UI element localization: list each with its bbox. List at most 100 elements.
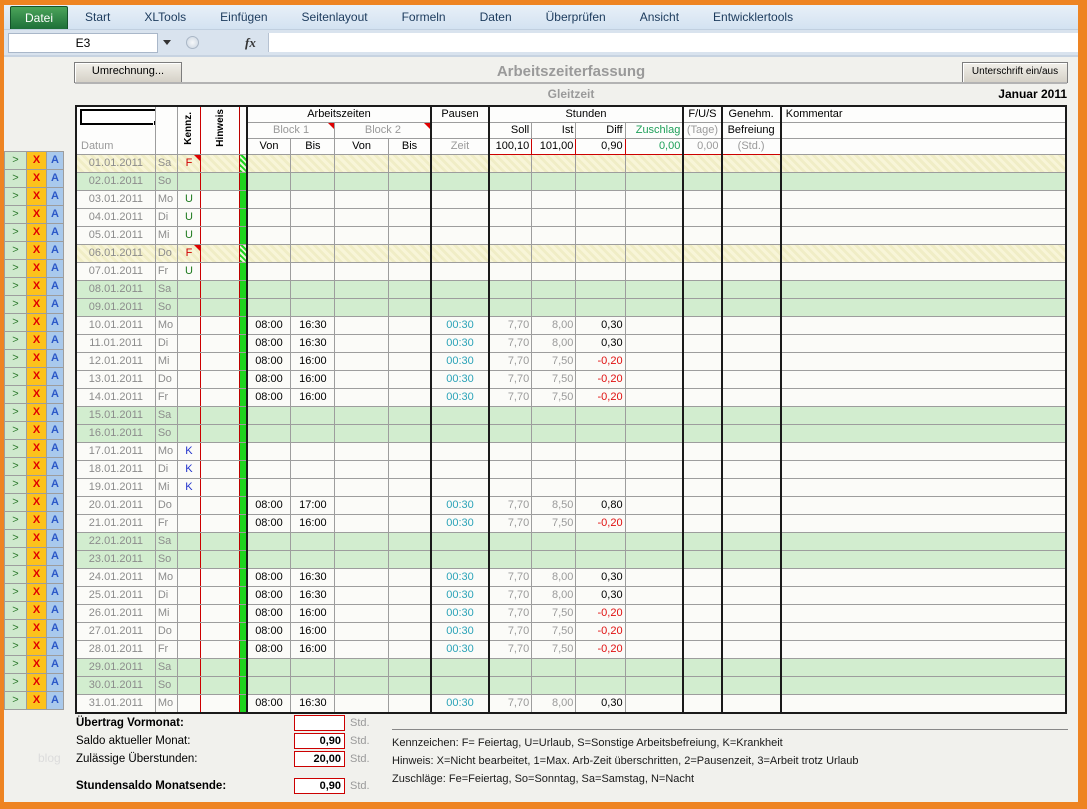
cell-soll[interactable] [489, 407, 532, 425]
cell-von2[interactable] [335, 173, 388, 191]
row-a-button[interactable]: A [47, 584, 64, 602]
cell-strip[interactable] [240, 191, 247, 209]
cell-tage[interactable] [683, 515, 721, 533]
cell-ist[interactable] [532, 407, 576, 425]
cell-befreiung[interactable] [722, 425, 781, 443]
cell-von1[interactable]: 08:00 [247, 641, 291, 659]
cell-zuschlag[interactable] [625, 191, 683, 209]
cell-befreiung[interactable] [722, 569, 781, 587]
cell-kennz[interactable]: U [177, 209, 200, 227]
row-a-button[interactable]: A [47, 548, 64, 566]
cell-day[interactable]: So [155, 551, 177, 569]
cell-ist[interactable] [532, 173, 576, 191]
row-expand-button[interactable]: > [5, 692, 27, 710]
cell-bis1[interactable]: 16:00 [291, 353, 335, 371]
cell-bis1[interactable] [291, 245, 335, 263]
row-x-button[interactable]: X [27, 422, 47, 440]
cell-ist[interactable]: 8,00 [532, 317, 576, 335]
row-x-button[interactable]: X [27, 494, 47, 512]
cell-diff[interactable] [576, 191, 625, 209]
cell-von2[interactable] [335, 245, 388, 263]
cell-bis1[interactable]: 16:00 [291, 371, 335, 389]
cell-befreiung[interactable] [722, 335, 781, 353]
cell-diff[interactable] [576, 677, 625, 695]
cell-day[interactable]: So [155, 425, 177, 443]
cell-kommentar[interactable] [781, 389, 1066, 407]
cell-zuschlag[interactable] [625, 407, 683, 425]
ribbon-tab-seitenlayout[interactable]: Seitenlayout [285, 6, 385, 29]
cell-bis2[interactable] [388, 227, 431, 245]
cell-bis1[interactable] [291, 155, 335, 173]
cell-tage[interactable] [683, 425, 721, 443]
cell-befreiung[interactable] [722, 515, 781, 533]
cell-kommentar[interactable] [781, 281, 1066, 299]
cell-pause[interactable] [431, 425, 488, 443]
cell-soll[interactable] [489, 209, 532, 227]
cell-soll[interactable]: 7,70 [489, 641, 532, 659]
row-x-button[interactable]: X [27, 206, 47, 224]
cell-befreiung[interactable] [722, 551, 781, 569]
row-expand-button[interactable]: > [5, 584, 27, 602]
cell-pause[interactable] [431, 443, 488, 461]
cell-von1[interactable] [247, 677, 291, 695]
row-expand-button[interactable]: > [5, 674, 27, 692]
cell-von2[interactable] [335, 425, 388, 443]
row-expand-button[interactable]: > [5, 224, 27, 242]
cell-tage[interactable] [683, 695, 721, 714]
cell-befreiung[interactable] [722, 533, 781, 551]
cell-von2[interactable] [335, 281, 388, 299]
cell-befreiung[interactable] [722, 173, 781, 191]
cell-soll[interactable]: 7,70 [489, 695, 532, 714]
cell-von2[interactable] [335, 605, 388, 623]
cell-von1[interactable]: 08:00 [247, 497, 291, 515]
row-expand-button[interactable]: > [5, 242, 27, 260]
cell-hinweis[interactable] [200, 173, 239, 191]
row-expand-button[interactable]: > [5, 548, 27, 566]
cell-von1[interactable]: 08:00 [247, 335, 291, 353]
summary-value-box[interactable]: 0,90 [294, 733, 345, 749]
unterschrift-button[interactable]: Unterschrift ein/aus [962, 62, 1068, 83]
cell-bis2[interactable] [388, 173, 431, 191]
kennz-header[interactable]: Kennz. [177, 106, 200, 155]
row-expand-button[interactable]: > [5, 170, 27, 188]
cell-diff[interactable] [576, 461, 625, 479]
cell-kennz[interactable]: K [177, 479, 200, 497]
cell-tage[interactable] [683, 245, 721, 263]
cell-pause[interactable]: 00:30 [431, 317, 488, 335]
cell-ist[interactable] [532, 443, 576, 461]
cell-day[interactable]: Mo [155, 443, 177, 461]
cell-zuschlag[interactable] [625, 281, 683, 299]
cell-zuschlag[interactable] [625, 389, 683, 407]
row-x-button[interactable]: X [27, 674, 47, 692]
cell-hinweis[interactable] [200, 299, 239, 317]
cell-von2[interactable] [335, 407, 388, 425]
cell-von1[interactable]: 08:00 [247, 569, 291, 587]
cell-pause[interactable] [431, 209, 488, 227]
row-expand-button[interactable]: > [5, 440, 27, 458]
row-a-button[interactable]: A [47, 656, 64, 674]
cell-strip[interactable] [240, 497, 247, 515]
cell-bis2[interactable] [388, 461, 431, 479]
cell-kommentar[interactable] [781, 317, 1066, 335]
cell-tage[interactable] [683, 623, 721, 641]
cell-zuschlag[interactable] [625, 353, 683, 371]
cell-bis2[interactable] [388, 497, 431, 515]
cell-kommentar[interactable] [781, 479, 1066, 497]
cell-von2[interactable] [335, 497, 388, 515]
cell-bis1[interactable]: 16:30 [291, 317, 335, 335]
row-x-button[interactable]: X [27, 170, 47, 188]
cell-hinweis[interactable] [200, 479, 239, 497]
row-a-button[interactable]: A [47, 332, 64, 350]
row-x-button[interactable]: X [27, 350, 47, 368]
cell-bis1[interactable] [291, 461, 335, 479]
cell-von2[interactable] [335, 155, 388, 173]
row-a-button[interactable]: A [47, 296, 64, 314]
cell-tage[interactable] [683, 587, 721, 605]
row-expand-button[interactable]: > [5, 332, 27, 350]
cell-von1[interactable]: 08:00 [247, 695, 291, 714]
cell-tage[interactable] [683, 407, 721, 425]
cell-pause[interactable]: 00:30 [431, 605, 488, 623]
cell-kommentar[interactable] [781, 155, 1066, 173]
cell-diff[interactable] [576, 659, 625, 677]
row-x-button[interactable]: X [27, 260, 47, 278]
